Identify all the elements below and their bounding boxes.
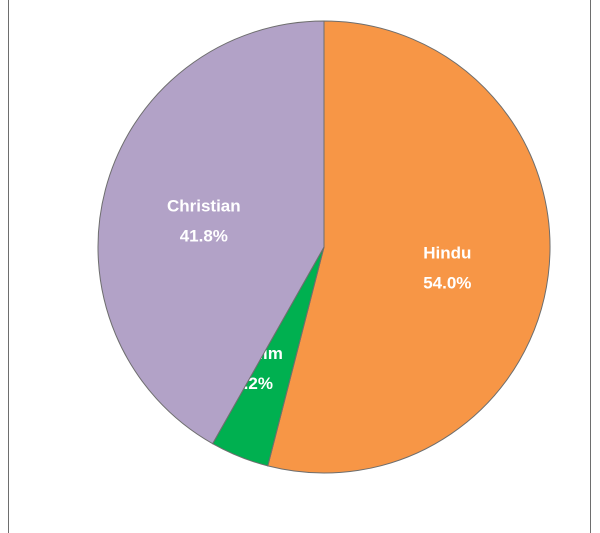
slice-value-hindu: 54.0% [423,274,471,293]
slice-label-christian: Christian [167,196,241,215]
slice-value-christian: 41.8% [180,226,228,245]
pie-slice-hindu [267,20,551,474]
slice-label-hindu: Hindu [423,244,471,263]
pie-slice-christian [97,20,325,445]
